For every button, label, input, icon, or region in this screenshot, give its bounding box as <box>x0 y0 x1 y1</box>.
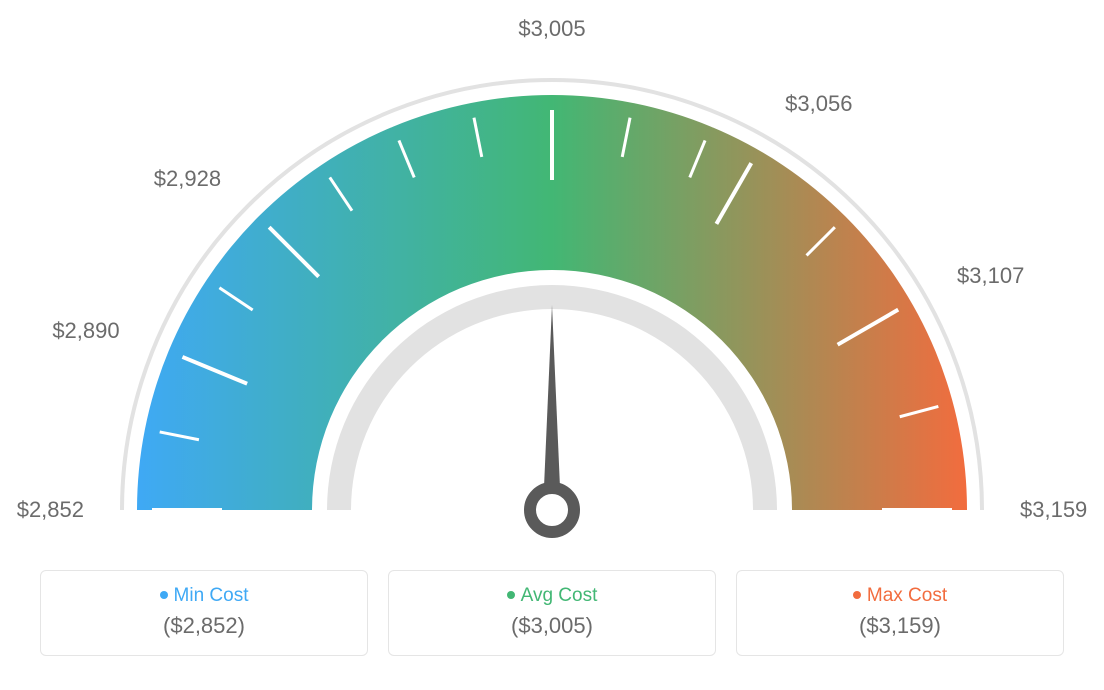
gauge-tick-label: $3,159 <box>1020 497 1087 523</box>
avg-cost-value: ($3,005) <box>409 613 695 639</box>
gauge-chart-container: $2,852 $2,890 $2,928 $3,005 $3,056 $3,107 $3,1… <box>0 0 1104 690</box>
avg-cost-label-text: Avg Cost <box>521 585 598 606</box>
avg-cost-card: Avg Cost ($3,005) <box>388 570 716 656</box>
max-cost-label-text: Max Cost <box>867 585 947 606</box>
gauge-tick-label: $2,928 <box>154 166 221 192</box>
min-cost-card: Min Cost ($2,852) <box>40 570 368 656</box>
max-cost-label: Max Cost <box>757 585 1043 607</box>
gauge-tick-label: $2,890 <box>52 318 119 344</box>
min-cost-value: ($2,852) <box>61 613 347 639</box>
summary-cards: Min Cost ($2,852) Avg Cost ($3,005) Max … <box>40 570 1064 656</box>
gauge-tick-label: $2,852 <box>17 497 84 523</box>
min-cost-label: Min Cost <box>61 585 347 607</box>
max-cost-value: ($3,159) <box>757 613 1043 639</box>
avg-cost-label: Avg Cost <box>409 585 695 607</box>
gauge-tick-label: $3,107 <box>957 263 1024 289</box>
gauge-svg <box>40 20 1064 560</box>
min-dot-icon <box>160 591 168 599</box>
gauge-tick-label: $3,005 <box>518 16 585 42</box>
avg-dot-icon <box>507 591 515 599</box>
max-cost-card: Max Cost ($3,159) <box>736 570 1064 656</box>
gauge-tick-label: $3,056 <box>785 91 852 117</box>
max-dot-icon <box>853 591 861 599</box>
gauge-area: $2,852$2,890$2,928$3,005$3,056$3,107$3,1… <box>40 20 1064 560</box>
min-cost-label-text: Min Cost <box>174 585 249 606</box>
